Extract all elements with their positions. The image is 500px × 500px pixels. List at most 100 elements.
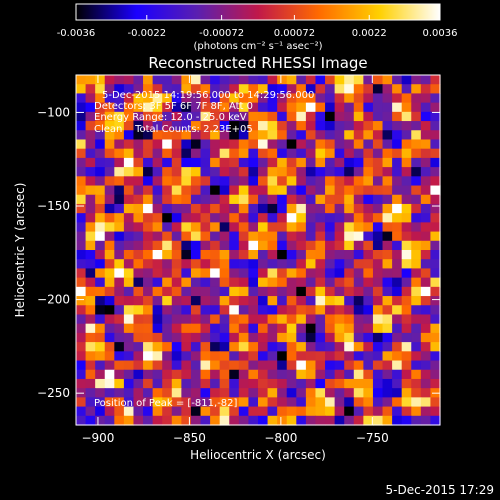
heatmap-cell [363,397,374,408]
heatmap-cell [334,222,345,233]
heatmap-cell [315,75,326,85]
heatmap-cell [411,157,422,168]
heatmap-cell [315,194,326,205]
heatmap-cell [114,332,125,343]
heatmap-cell [363,148,374,159]
heatmap-cell [325,369,336,380]
heatmap-cell [401,111,412,122]
heatmap-cell [392,240,403,251]
heatmap-cell [143,157,154,168]
heatmap-cell [277,176,288,187]
heatmap-cell [430,342,441,352]
heatmap-cell [219,130,230,141]
heatmap-cell [219,167,230,177]
heatmap-cell [190,203,202,214]
heatmap-cell [181,130,192,141]
heatmap-cell [430,231,441,242]
heatmap-cell [334,369,345,380]
heatmap-cell [353,351,364,362]
heatmap-cell [411,176,422,187]
heatmap-cell [382,213,393,223]
heatmap-cell [401,378,412,389]
heatmap-cell [344,314,355,325]
heatmap-cell [315,93,326,104]
heatmap-cell [296,397,307,408]
heatmap-cell [190,148,202,159]
heatmap-cell [238,102,250,113]
heatmap-cell [200,286,211,297]
heatmap-cell [190,250,202,260]
heatmap-cell [315,406,326,417]
heatmap-cell [133,84,144,95]
heatmap-cell [76,250,87,260]
heatmap-cell [152,157,163,168]
heatmap-cell [123,268,135,279]
heatmap-cell [162,323,173,334]
heatmap-cell [95,157,106,168]
heatmap-cell [372,75,384,85]
heatmap-cell [123,342,135,352]
heatmap-cell [181,93,192,104]
colorbar: -0.0036 -0.0022 -0.00072 0.00072 0.0022 0.003… [57,3,458,52]
heatmap-cell [190,406,202,417]
heatmap-cell [229,286,240,297]
heatmap-cell [210,360,221,371]
heatmap-cell [325,415,336,426]
heatmap-cell [85,213,96,223]
heatmap-cell [171,305,182,316]
heatmap-cell [123,314,135,325]
heatmap-cell [248,397,259,408]
heatmap-cell [258,388,269,398]
heatmap-cell [143,176,154,187]
heatmap-cell [200,185,211,196]
heatmap-cell [315,139,326,150]
heatmap-cell [334,415,345,426]
heatmap-cell [190,415,202,426]
heatmap-cell [420,102,432,113]
heatmap-cell [315,240,326,251]
heatmap-cell [171,351,182,362]
heatmap-cell [133,139,144,150]
heatmap-cell [229,194,240,205]
heatmap-cell [277,415,288,426]
heatmap-cell [344,397,355,408]
heatmap-cell [152,111,163,122]
heatmap-cell [372,157,384,168]
heatmap-cell [392,296,403,306]
heatmap-cell [305,342,317,352]
heatmap-cell [190,305,202,316]
heatmap-cell [392,176,403,187]
heatmap-cell [325,194,336,205]
heatmap-cell [392,102,403,113]
heatmap-cell [382,314,393,325]
heatmap-cell [382,296,393,306]
heatmap-cell [344,231,355,242]
heatmap-cell [267,351,278,362]
heatmap-cell [210,406,221,417]
heatmap-cell [143,185,154,196]
heatmap-cell [401,240,412,251]
heatmap-cell [171,277,182,288]
heatmap-cell [123,148,135,159]
heatmap-cell [382,130,393,141]
heatmap-cell [258,314,269,325]
heatmap-cell [286,93,297,104]
heatmap-cell [219,250,230,260]
heatmap-cell [363,351,374,362]
heatmap-cell [181,240,192,251]
colorbar-gradient [75,3,441,21]
heatmap-cell [190,351,202,362]
heatmap-cell [315,148,326,159]
heatmap-cell [296,194,307,205]
heatmap-cell [334,185,345,196]
heatmap-cell [334,148,345,159]
heatmap-cell [162,332,173,343]
heatmap-cell [325,148,336,159]
heatmap-cell [344,121,355,131]
heatmap-cell [152,323,163,334]
heatmap-cell [229,84,240,95]
heatmap-cell [248,332,259,343]
heatmap-cell [210,369,221,380]
heatmap-cell [152,203,163,214]
heatmap-cell [171,286,182,297]
